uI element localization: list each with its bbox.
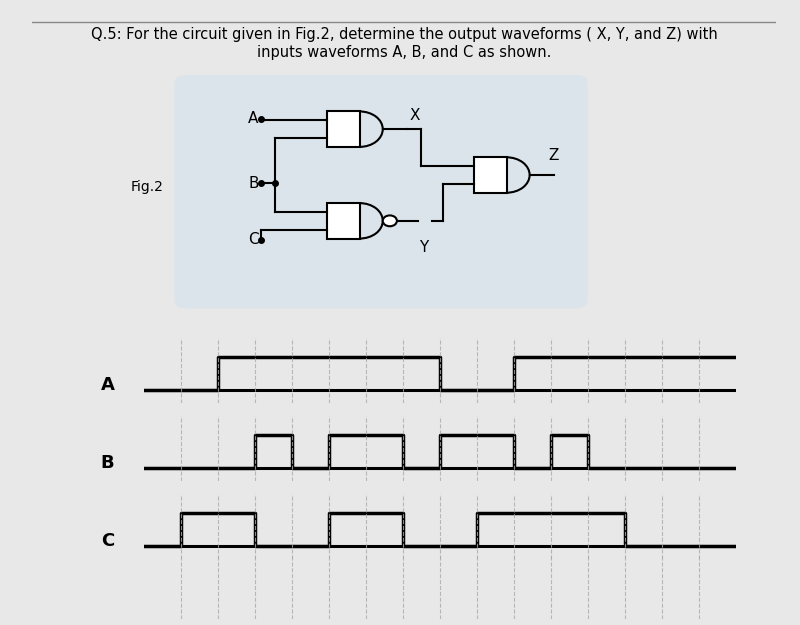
Text: C: C [101,532,114,551]
Bar [474,158,506,192]
Text: Fig.2: Fig.2 [130,181,164,194]
Text: A: A [248,111,258,126]
Bar [326,203,360,239]
Text: X: X [410,108,421,123]
Text: Z: Z [549,148,559,162]
FancyBboxPatch shape [174,75,588,308]
Text: B: B [101,454,114,472]
Text: C: C [248,232,258,247]
Text: Q.5: For the circuit given in Fig.2, determine the output waveforms ( X, Y, and : Q.5: For the circuit given in Fig.2, det… [90,28,718,43]
Text: Y: Y [419,239,429,254]
Bar [326,111,360,147]
Text: B: B [248,176,258,191]
Text: A: A [101,376,114,394]
Circle shape [382,216,397,226]
Text: inputs waveforms A, B, and C as shown.: inputs waveforms A, B, and C as shown. [257,46,551,61]
